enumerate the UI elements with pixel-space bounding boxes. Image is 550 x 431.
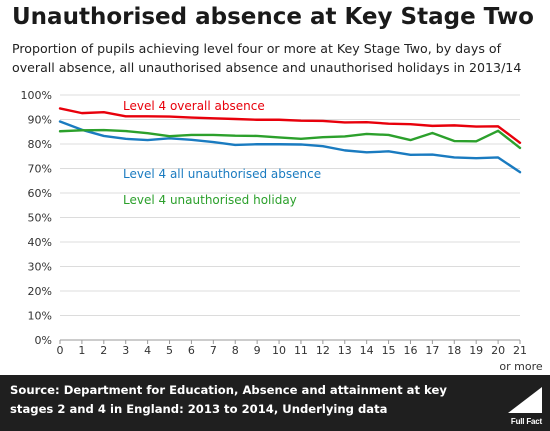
x-tick-label: 12	[316, 344, 330, 357]
x-tick-label: 5	[166, 344, 173, 357]
series-label-1: Level 4 overall absence	[123, 99, 265, 113]
x-tick-label: 21	[513, 344, 527, 357]
chart-title: Unauthorised absence at Key Stage Two	[12, 4, 534, 30]
logo-label: Full Fact	[510, 417, 542, 426]
x-tick-label: 15	[382, 344, 396, 357]
y-tick-label: 20%	[28, 285, 52, 298]
y-tick-label: 10%	[28, 310, 52, 323]
y-tick-label: 100%	[21, 89, 52, 102]
x-tick-label: 20	[491, 344, 505, 357]
series-line-1	[58, 107, 522, 144]
x-tick-label: 19	[469, 344, 483, 357]
series-label-2: Level 4 all unauthorised absence	[123, 167, 321, 181]
x-tick-label: 4	[144, 344, 151, 357]
x-tick-label: 17	[425, 344, 439, 357]
y-tick-label: 50%	[28, 212, 52, 225]
x-tick-label-suffix: or more	[499, 360, 542, 373]
source-text: Source: Department for Education, Absenc…	[10, 383, 447, 416]
x-tick-label: 8	[232, 344, 239, 357]
x-tick-label: 11	[294, 344, 308, 357]
y-tick-label: 90%	[28, 114, 52, 127]
series-line-2	[58, 120, 522, 174]
y-tick-label: 80%	[28, 138, 52, 151]
y-tick-label: 70%	[28, 163, 52, 176]
x-tick-label: 18	[447, 344, 461, 357]
y-tick-label: 60%	[28, 187, 52, 200]
series-line-3	[58, 128, 522, 150]
x-tick-label: 6	[188, 344, 195, 357]
y-tick-label: 0%	[35, 334, 52, 347]
x-tick-label: 9	[254, 344, 261, 357]
x-tick-label: 13	[338, 344, 352, 357]
source-footer: Source: Department for Education, Absenc…	[0, 375, 550, 431]
x-tick-label: 1	[78, 344, 85, 357]
y-tick-label: 40%	[28, 236, 52, 249]
line-chart: 0%10%20%30%40%50%60%70%80%90%100%0 1 2 3 4 5 6…	[21, 89, 543, 373]
x-tick-label: 3	[122, 344, 129, 357]
x-tick-label: 10	[272, 344, 286, 357]
x-tick-label: 7	[210, 344, 217, 357]
x-tick-label: 2	[100, 344, 107, 357]
x-tick-label: 0	[57, 344, 64, 357]
x-tick-label: 14	[360, 344, 374, 357]
series-label-3: Level 4 unauthorised holiday	[123, 193, 297, 207]
chart-subtitle: Proportion of pupils achieving level fou…	[12, 41, 522, 75]
x-tick-label: 16	[403, 344, 417, 357]
y-tick-label: 30%	[28, 261, 52, 274]
full-fact-logo-icon	[508, 387, 542, 413]
